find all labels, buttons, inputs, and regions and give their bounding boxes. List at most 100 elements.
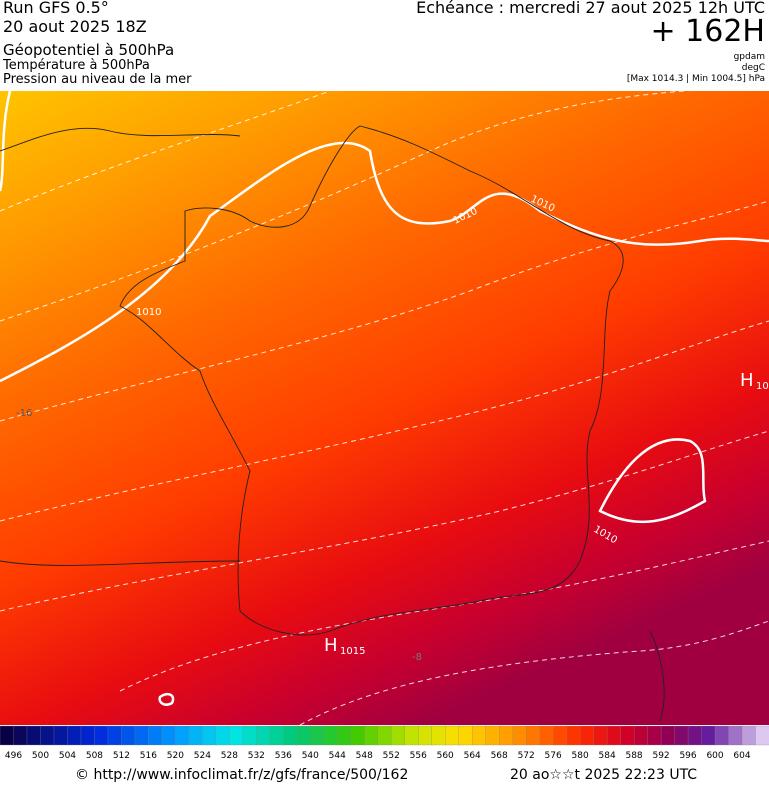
colorbar-label: 600 bbox=[706, 751, 723, 761]
high-value: 1015 bbox=[340, 646, 365, 657]
colorbar-label: 520 bbox=[167, 751, 184, 761]
color-swatch bbox=[431, 725, 446, 746]
colorbar-label: 528 bbox=[221, 751, 238, 761]
color-swatch bbox=[80, 725, 96, 746]
color-swatch bbox=[256, 725, 271, 746]
colorbar-label: 560 bbox=[437, 751, 454, 761]
color-swatch bbox=[660, 725, 676, 746]
color-swatch bbox=[40, 725, 55, 746]
color-swatch bbox=[633, 725, 649, 746]
color-swatch bbox=[687, 725, 703, 746]
color-swatch bbox=[620, 725, 635, 746]
color-swatch bbox=[701, 725, 716, 746]
colorbar-label: 592 bbox=[652, 751, 669, 761]
color-swatch bbox=[310, 725, 325, 746]
color-swatch bbox=[499, 725, 514, 746]
colorbar-label: 504 bbox=[59, 751, 76, 761]
color-swatch bbox=[229, 725, 244, 746]
color-swatch bbox=[350, 725, 365, 746]
color-swatch bbox=[579, 725, 595, 746]
colorbar-label: 572 bbox=[518, 751, 535, 761]
source-url: © http://www.infoclimat.fr/z/gfs/france/… bbox=[75, 767, 409, 783]
unit: gpdam bbox=[733, 52, 765, 62]
color-swatch bbox=[377, 725, 392, 746]
high-marker: H bbox=[740, 370, 754, 391]
high-value: 10 bbox=[756, 381, 769, 392]
map: 1010 1010 1010 1010 -16 H 10 H 1015 -8 bbox=[0, 91, 769, 725]
color-swatch bbox=[269, 725, 284, 746]
color-swatch bbox=[215, 725, 231, 746]
field-title: Géopotentiel à 500hPa bbox=[3, 41, 175, 59]
color-swatch bbox=[526, 725, 541, 746]
color-swatch bbox=[323, 725, 338, 746]
color-swatch bbox=[161, 725, 177, 746]
color-swatch bbox=[391, 725, 406, 746]
timestamp: 20 ao☆☆t 2025 22:23 UTC bbox=[510, 767, 698, 783]
colorbar-label: 564 bbox=[464, 751, 481, 761]
colorbar-label: 576 bbox=[545, 751, 562, 761]
color-swatch bbox=[404, 725, 419, 746]
color-swatch bbox=[755, 725, 769, 746]
temperature-field bbox=[0, 91, 769, 725]
colorbar-label: 532 bbox=[248, 751, 265, 761]
colorbar-label: 500 bbox=[32, 751, 49, 761]
color-swatch bbox=[728, 725, 743, 746]
isobar-label: 1010 bbox=[136, 307, 161, 318]
color-swatch bbox=[714, 725, 730, 746]
field-title: Température à 500hPa bbox=[3, 58, 150, 73]
color-swatch bbox=[674, 725, 689, 746]
color-swatch bbox=[485, 725, 500, 746]
colorbar-label: 580 bbox=[572, 751, 589, 761]
color-swatch bbox=[67, 725, 82, 746]
temperature-label: -8 bbox=[412, 652, 422, 663]
color-swatch bbox=[107, 725, 123, 746]
colorbar-label: 596 bbox=[679, 751, 696, 761]
colorbar-label: 516 bbox=[140, 751, 157, 761]
pressure-range: [Max 1014.3 | Min 1004.5] hPa bbox=[626, 74, 765, 84]
colorbar: 496 500 504 508 512 516 520 524 528 532 536 540 544 5… bbox=[0, 725, 769, 761]
colorbar-label: 540 bbox=[302, 751, 319, 761]
color-swatch bbox=[202, 725, 217, 746]
color-swatch bbox=[472, 725, 487, 746]
color-swatch bbox=[445, 725, 460, 746]
color-swatch bbox=[148, 725, 163, 746]
geopotential-contours bbox=[0, 91, 769, 725]
color-swatch bbox=[283, 725, 298, 746]
colorbar-label: 536 bbox=[275, 751, 292, 761]
colorbar-label: 556 bbox=[410, 751, 427, 761]
color-swatch bbox=[458, 725, 473, 746]
run-date: 20 aout 2025 18Z bbox=[3, 17, 147, 36]
field-title: Pression au niveau de la mer bbox=[3, 72, 192, 87]
color-swatch bbox=[364, 725, 379, 746]
color-swatch bbox=[552, 725, 568, 746]
color-swatch bbox=[13, 725, 28, 746]
color-swatch bbox=[134, 725, 150, 746]
high-marker: H bbox=[324, 635, 338, 656]
colorbar-label: 508 bbox=[86, 751, 103, 761]
color-swatch bbox=[337, 725, 352, 746]
colorbar-label: 512 bbox=[113, 751, 130, 761]
color-swatch bbox=[94, 725, 109, 746]
color-swatch bbox=[539, 725, 554, 746]
color-swatch bbox=[296, 725, 311, 746]
color-swatch bbox=[242, 725, 257, 746]
color-swatch bbox=[606, 725, 622, 746]
color-swatch bbox=[418, 725, 433, 746]
color-swatch bbox=[121, 725, 136, 746]
lead-time: + 162H bbox=[650, 14, 766, 49]
colorbar-label: 524 bbox=[194, 751, 211, 761]
color-swatch bbox=[593, 725, 608, 746]
valid-time: Echéance : mercredi 27 aout 2025 12h UTC bbox=[416, 0, 765, 17]
color-swatch bbox=[175, 725, 190, 746]
colorbar-label: 584 bbox=[599, 751, 616, 761]
run: Run GFS 0.5° bbox=[3, 0, 109, 17]
color-swatch bbox=[741, 725, 757, 746]
color-swatch bbox=[53, 725, 69, 746]
temperature-label: -16 bbox=[16, 408, 32, 419]
colorbar-label: 496 bbox=[5, 751, 22, 761]
colorbar-label: 548 bbox=[356, 751, 373, 761]
color-swatch bbox=[566, 725, 581, 746]
colorbar-label: 552 bbox=[383, 751, 400, 761]
unit: degC bbox=[741, 63, 765, 73]
